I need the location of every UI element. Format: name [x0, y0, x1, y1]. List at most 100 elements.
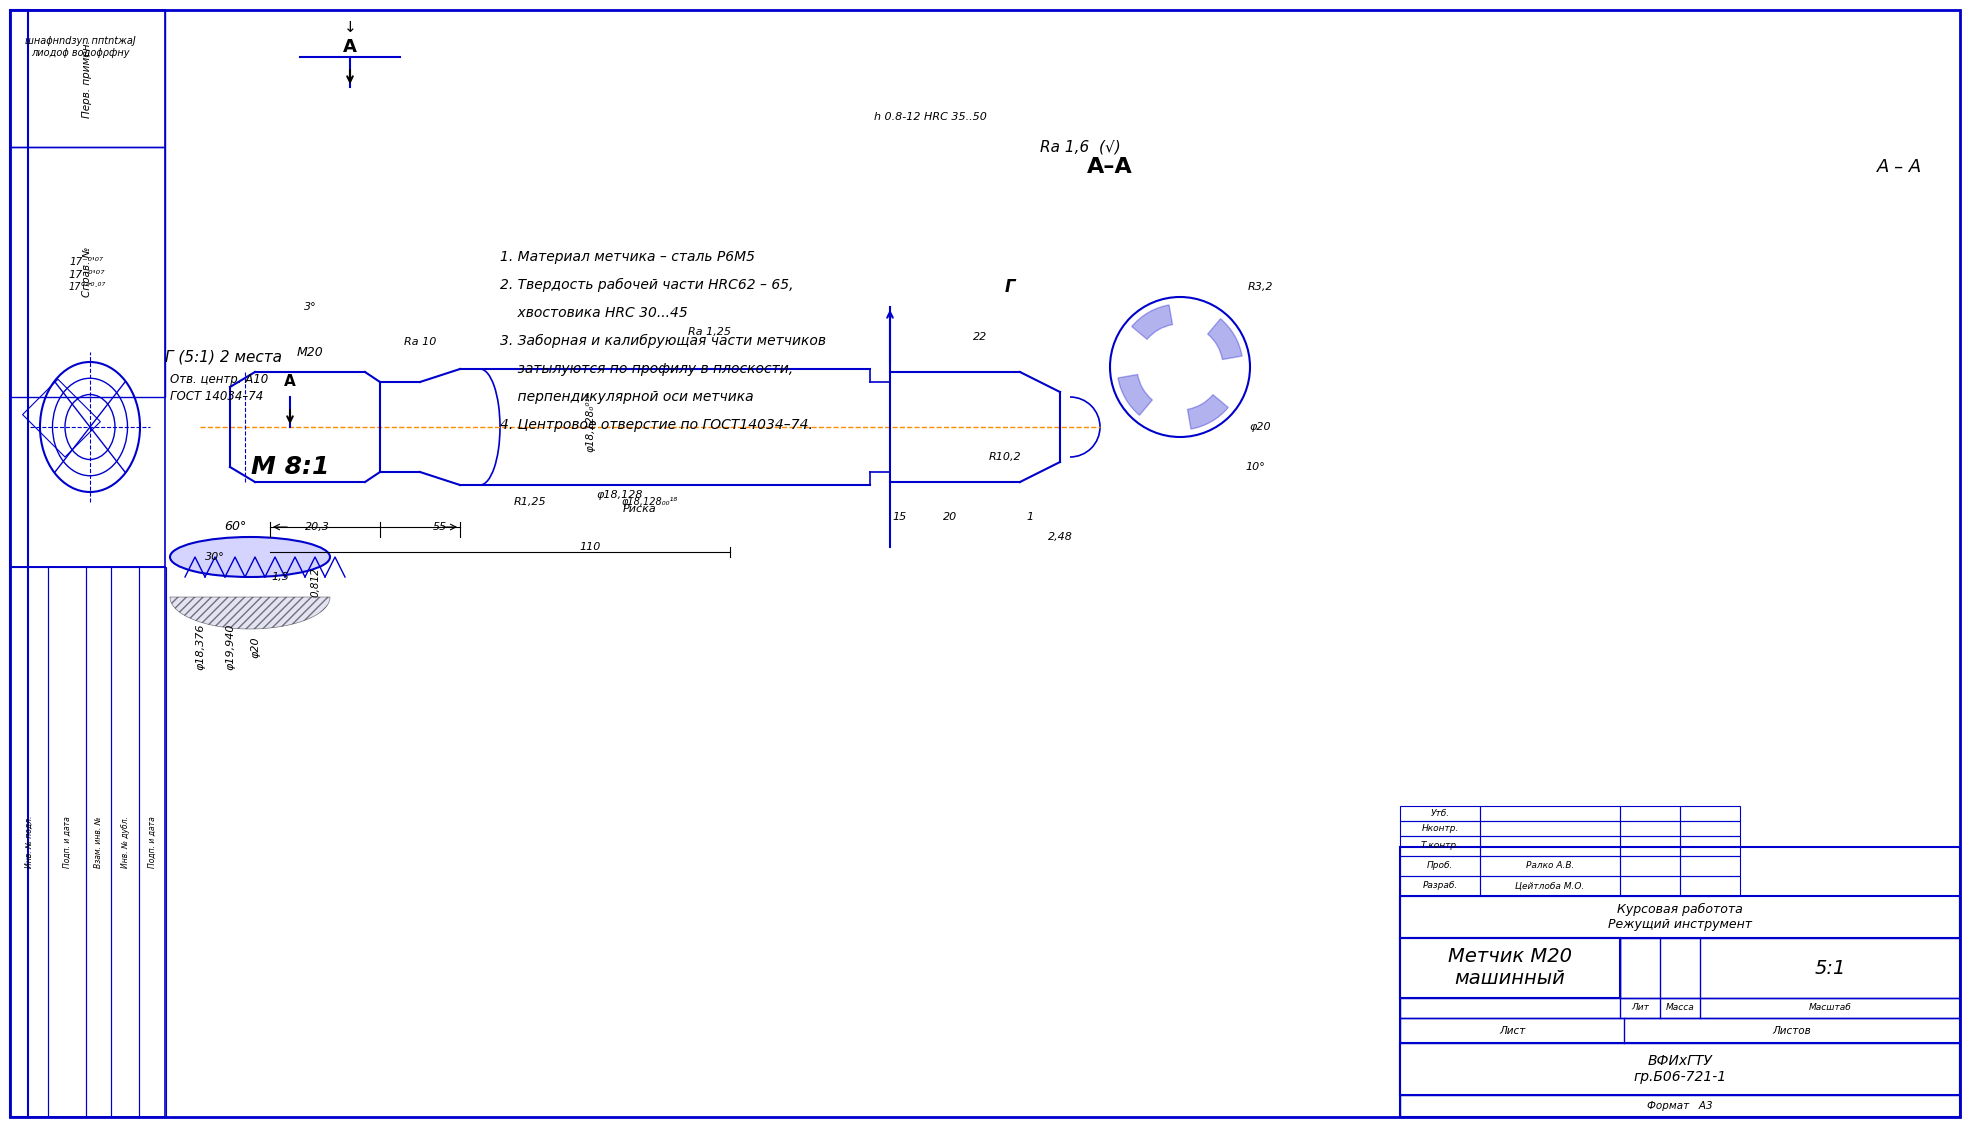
- Text: 5:1: 5:1: [1814, 958, 1846, 977]
- Text: 30°: 30°: [205, 552, 225, 562]
- Wedge shape: [1208, 319, 1241, 360]
- Text: 17°⁻⁰·⁰⁷: 17°⁻⁰·⁰⁷: [69, 282, 106, 292]
- Text: Нконтр.: Нконтр.: [1420, 824, 1458, 833]
- Text: M 8:1: M 8:1: [250, 455, 329, 479]
- Text: Справ. №: Справ. №: [83, 247, 93, 298]
- Text: Ra 10: Ra 10: [404, 337, 435, 347]
- Text: 17⁻⁰'⁰⁷: 17⁻⁰'⁰⁷: [71, 257, 104, 267]
- Text: h 0.8-12 HRC 35..50: h 0.8-12 HRC 35..50: [873, 112, 987, 122]
- Bar: [10, 567, 47, 1117]
- Text: Инв. № дубл.: Инв. № дубл.: [120, 816, 130, 868]
- Bar: [22, 379, 100, 458]
- Bar: [1401, 938, 1619, 999]
- Text: 10°: 10°: [1245, 462, 1265, 472]
- Text: 2,48: 2,48: [1048, 532, 1072, 542]
- Bar: [1401, 857, 1479, 876]
- Bar: [1479, 876, 1619, 896]
- Bar: [1680, 806, 1740, 820]
- Bar: [140, 567, 165, 1117]
- Text: Подп. и дата: Подп. и дата: [148, 816, 158, 868]
- Text: Риска: Риска: [623, 504, 656, 514]
- Bar: [1401, 848, 1960, 1117]
- Bar: [10, 10, 165, 567]
- Bar: [1479, 857, 1619, 876]
- Bar: [1401, 999, 1960, 1018]
- Text: 1. Материал метчика – сталь Р6М5: 1. Материал метчика – сталь Р6М5: [500, 250, 755, 264]
- Text: Цейтлоба М.О.: Цейтлоба М.О.: [1515, 881, 1584, 890]
- Bar: [1680, 820, 1740, 836]
- Text: Утб.: Утб.: [1430, 809, 1450, 818]
- Text: Метчик М20
машинный: Метчик М20 машинный: [1448, 948, 1572, 988]
- Bar: [1401, 1042, 1960, 1095]
- Text: 55: 55: [433, 522, 447, 532]
- Bar: [1401, 876, 1479, 896]
- Text: 0,812: 0,812: [309, 567, 319, 597]
- Bar: [1619, 876, 1680, 896]
- Bar: [10, 147, 165, 397]
- Text: 1,5: 1,5: [272, 573, 290, 582]
- Text: Г (5:1) 2 места: Г (5:1) 2 места: [165, 349, 282, 364]
- Text: 110: 110: [579, 542, 601, 552]
- Text: 60°: 60°: [225, 521, 246, 533]
- Text: Ралко А.В.: Ралко А.В.: [1527, 861, 1574, 870]
- Text: Подп. и дата: Подп. и дата: [63, 816, 71, 868]
- Text: φ18,128₀₀¹⁸: φ18,128₀₀¹⁸: [623, 497, 678, 507]
- Text: φ19,940: φ19,940: [225, 623, 234, 671]
- Text: Г: Г: [1005, 278, 1015, 296]
- Text: 2. Твердость рабочей части HRC62 – 65,: 2. Твердость рабочей части HRC62 – 65,: [500, 278, 794, 292]
- Text: 15: 15: [892, 512, 906, 522]
- Text: 20: 20: [944, 512, 957, 522]
- Wedge shape: [1131, 305, 1172, 339]
- Bar: [10, 567, 165, 1117]
- Bar: [1479, 820, 1619, 836]
- Bar: [1619, 938, 1960, 999]
- Text: Инв. № подл.: Инв. № подл.: [24, 816, 33, 868]
- Text: Отв. центр. А10: Отв. центр. А10: [169, 373, 268, 385]
- Text: Листов: Листов: [1773, 1026, 1810, 1036]
- Bar: [1479, 836, 1619, 857]
- Text: хвостовика HRC 30...45: хвостовика HRC 30...45: [500, 307, 688, 320]
- Text: Формат   А3: Формат А3: [1647, 1101, 1712, 1111]
- Text: φ18,376: φ18,376: [195, 623, 205, 671]
- Text: Масса: Масса: [1665, 1003, 1694, 1012]
- Text: ГОСТ 14034–74: ГОСТ 14034–74: [169, 390, 264, 403]
- Bar: [47, 567, 87, 1117]
- Text: А: А: [343, 38, 357, 56]
- Bar: [110, 567, 140, 1117]
- Bar: [1401, 820, 1479, 836]
- Text: φ20: φ20: [1249, 421, 1271, 432]
- Text: φ18,128₀⁰¹⁸: φ18,128₀⁰¹⁸: [585, 392, 595, 452]
- Text: Курсовая работота
Режущий инструмент: Курсовая работота Режущий инструмент: [1608, 903, 1751, 931]
- Text: 22: 22: [973, 332, 987, 341]
- Text: M20: M20: [297, 346, 323, 358]
- Bar: [1619, 806, 1680, 820]
- Text: ВФИхГТУ
гр.Б06-721-1: ВФИхГТУ гр.Б06-721-1: [1633, 1054, 1726, 1084]
- Bar: [10, 10, 165, 147]
- Wedge shape: [1117, 374, 1152, 415]
- Bar: [87, 567, 110, 1117]
- Wedge shape: [1188, 394, 1227, 429]
- Text: R10,2: R10,2: [989, 452, 1020, 462]
- Text: Лит: Лит: [1631, 1003, 1649, 1012]
- Text: А–А: А–А: [1087, 157, 1133, 177]
- Bar: [1619, 836, 1680, 857]
- Text: Перв. примен.: Перв. примен.: [83, 41, 93, 118]
- Bar: [1619, 820, 1680, 836]
- Text: Ra 1,6  (√): Ra 1,6 (√): [1040, 140, 1121, 154]
- Text: Ra 1,25: Ra 1,25: [688, 327, 731, 337]
- Bar: [10, 10, 28, 1117]
- Text: Разраб.: Разраб.: [1422, 881, 1458, 890]
- Text: А: А: [284, 374, 296, 390]
- Bar: [1680, 876, 1740, 896]
- Bar: [1680, 857, 1740, 876]
- Text: 3°: 3°: [303, 302, 317, 312]
- Bar: [1401, 896, 1960, 938]
- Text: шнаϕнndзуn ппtntжаJ
лиодоϕ водоϕρфну: шнаϕнndзуn ппtntжаJ лиодоϕ водоϕρфну: [24, 36, 136, 57]
- Text: 17⁻⁰'⁰⁷: 17⁻⁰'⁰⁷: [69, 270, 104, 279]
- Text: А – А: А – А: [1877, 158, 1923, 176]
- Text: Лист: Лист: [1499, 1026, 1525, 1036]
- Text: R3,2: R3,2: [1247, 282, 1273, 292]
- Text: Взам. инв. №: Взам. инв. №: [95, 816, 102, 868]
- Text: φ20: φ20: [250, 636, 260, 658]
- Bar: [1401, 836, 1479, 857]
